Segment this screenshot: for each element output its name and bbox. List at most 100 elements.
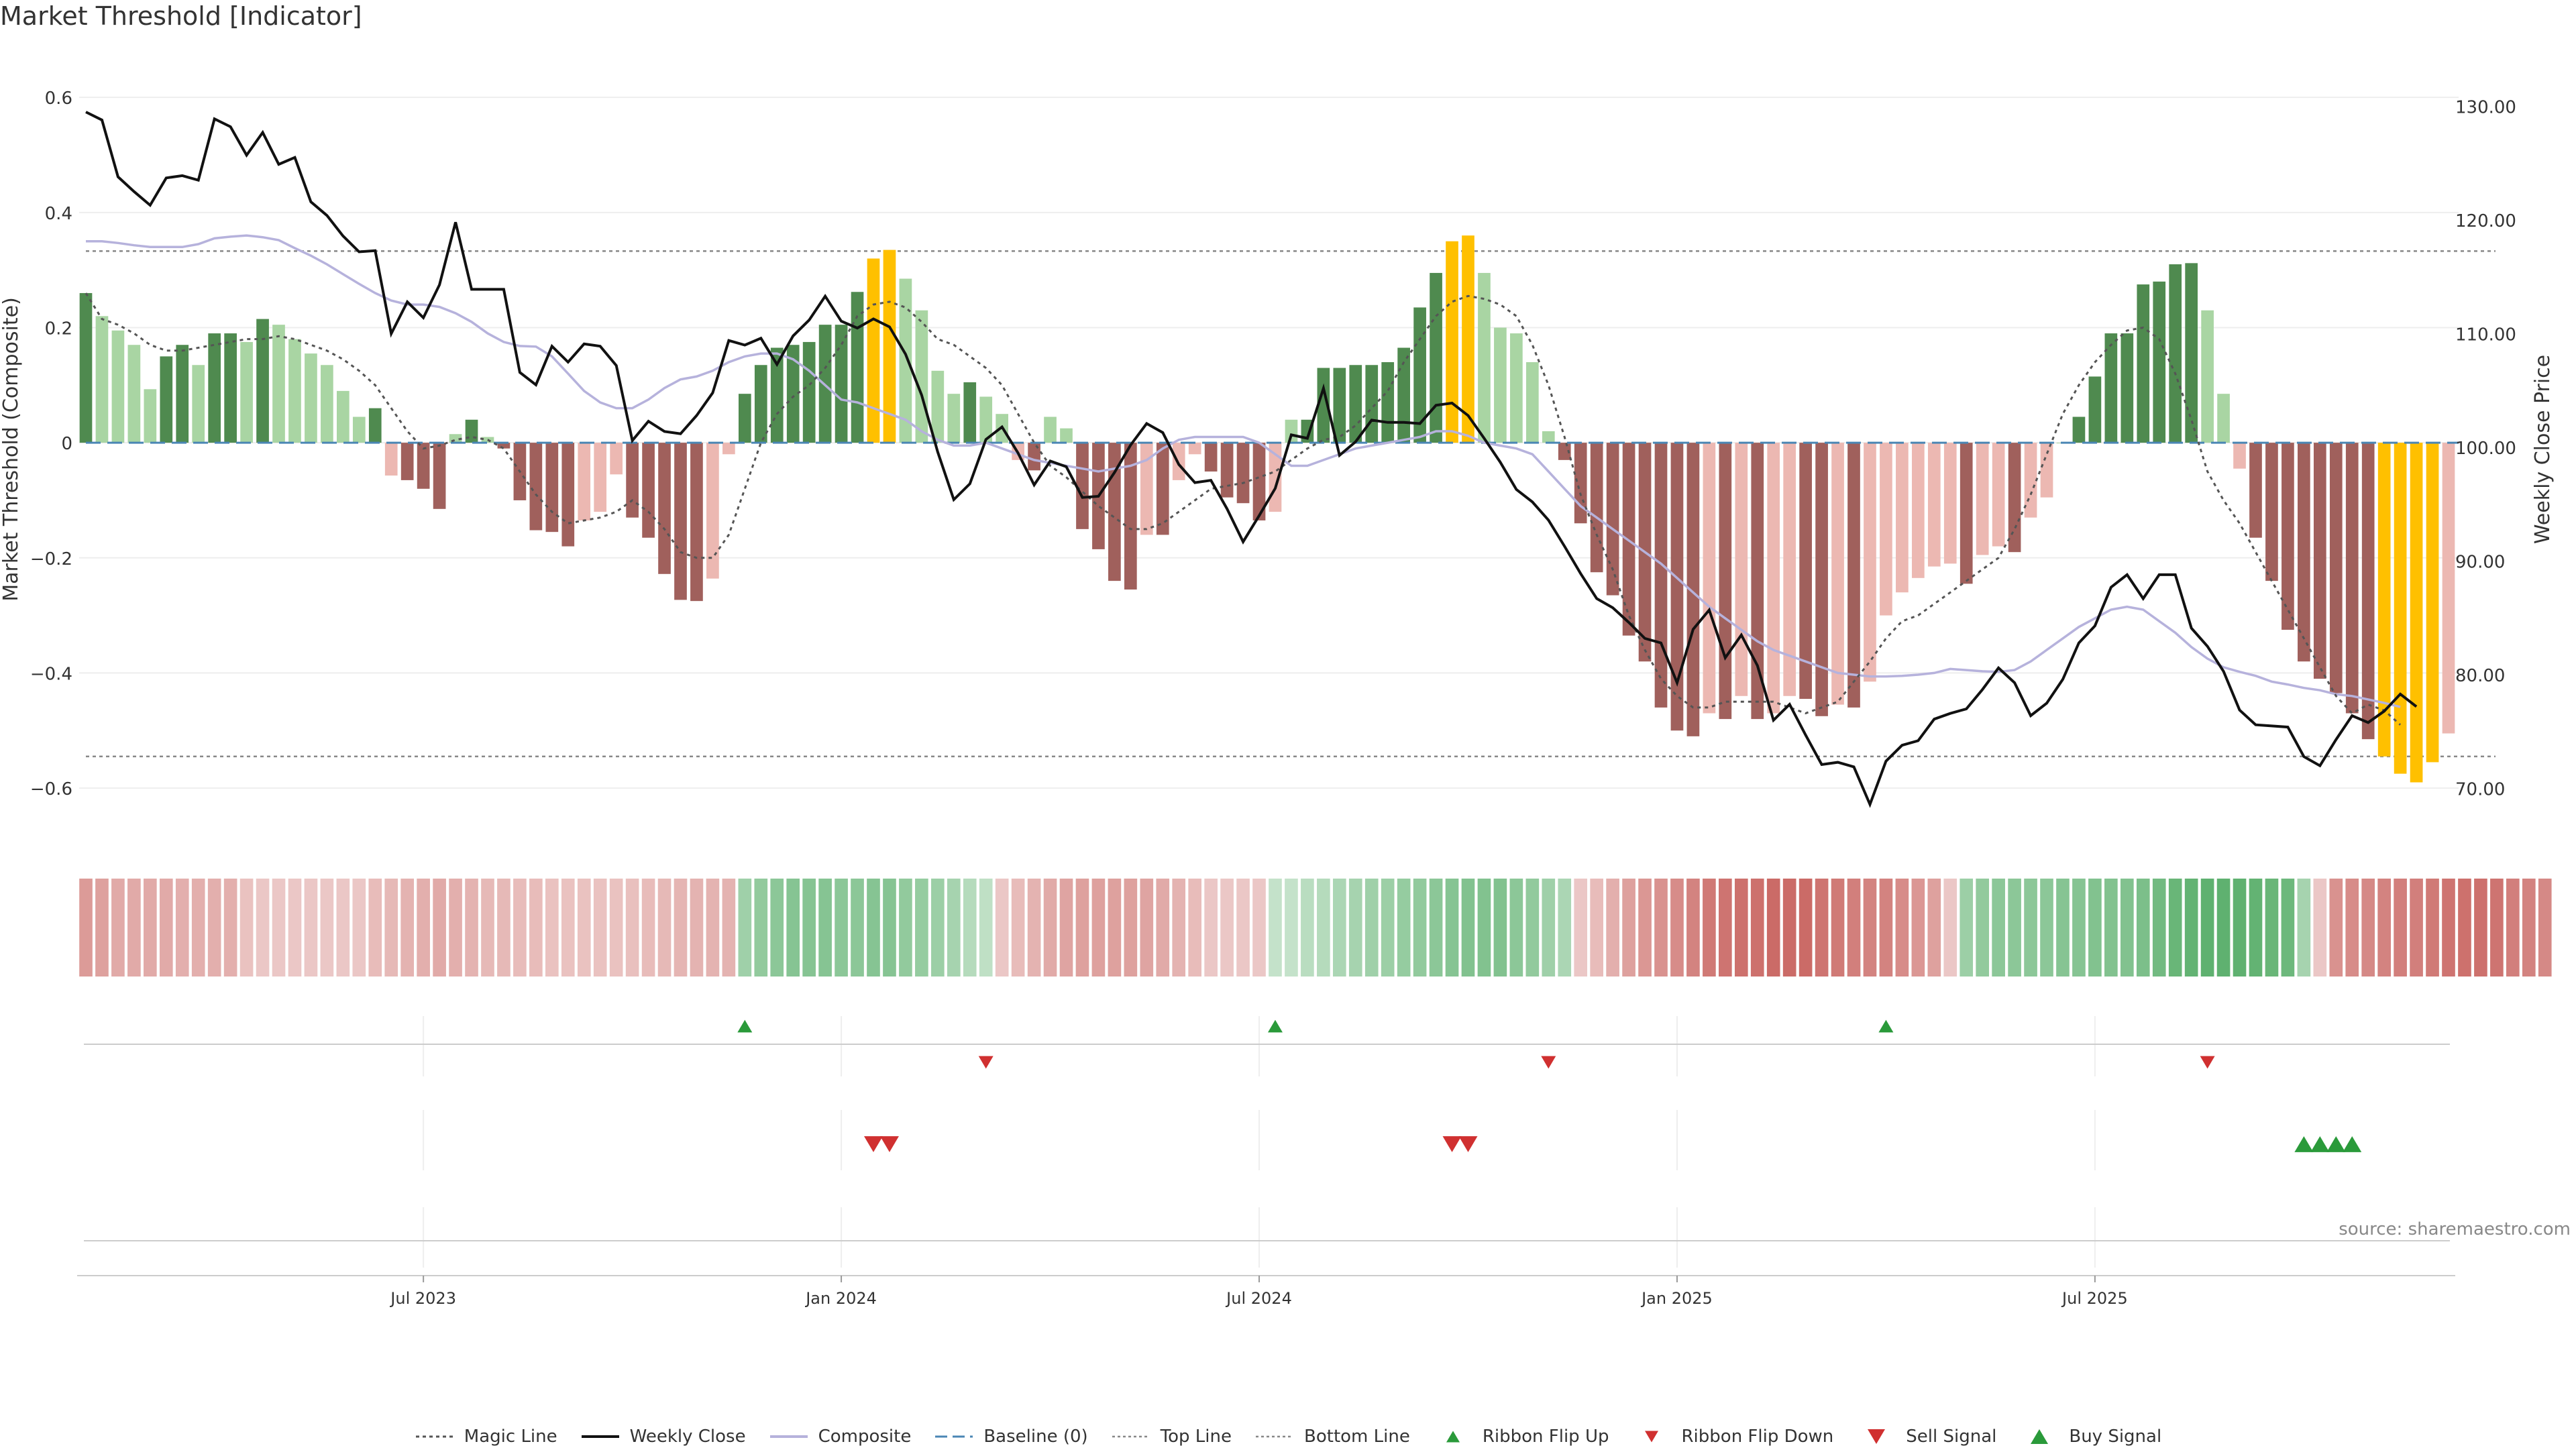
ribbon-cell [2184, 879, 2198, 977]
ribbon-cell [352, 879, 366, 977]
ribbon-cell [2538, 879, 2552, 977]
composite-legend-swatch [769, 1435, 808, 1438]
magic-legend-swatch [415, 1435, 453, 1438]
ribbon-cell [1509, 879, 1523, 977]
x-tick-label: Jul 2024 [1225, 1289, 1292, 1308]
legend-label: Ribbon Flip Up [1482, 1427, 1609, 1447]
ribbon-cell [1960, 879, 1974, 977]
composite-bar [2217, 394, 2230, 443]
ribbon-flip-down-marker [1541, 1056, 1556, 1069]
buy-signal-marker [2294, 1136, 2314, 1152]
ribbon-cell [272, 879, 286, 977]
ribbon-cell [1992, 879, 2005, 977]
ribbon-cell [1204, 879, 1218, 977]
ribbon-cell [1332, 879, 1346, 977]
ribbon-cell [2394, 879, 2407, 977]
ribbon-cell [1654, 879, 1668, 977]
composite-bar [1783, 443, 1796, 696]
ribbon-cell [1075, 879, 1089, 977]
ribbon-cell [1799, 879, 1813, 977]
buy-legend-swatch [2031, 1429, 2049, 1445]
legend-item-composite: Composite [769, 1427, 911, 1447]
composite-bar [1703, 443, 1716, 714]
composite-bar [1912, 443, 1925, 578]
ribbon-cell [641, 879, 655, 977]
ribbon-cell [1140, 879, 1154, 977]
ribbon-cell [931, 879, 945, 977]
composite-bar [2394, 443, 2407, 774]
ribbon-cell [2152, 879, 2166, 977]
composite-bar [1880, 443, 1892, 616]
ribbon-cell [1703, 879, 1716, 977]
legend-label: Buy Signal [2069, 1427, 2162, 1447]
ribbon-cell [2216, 879, 2231, 977]
composite-bar [2329, 443, 2343, 693]
ribbon-cell [2490, 879, 2504, 977]
ribbon-cell [1429, 879, 1443, 977]
ribbon-cell [95, 879, 109, 977]
ribbon-cell [2522, 879, 2536, 977]
ribbon-cell [1413, 879, 1427, 977]
composite-bar [256, 319, 269, 443]
ribbon-cell [2168, 879, 2182, 977]
composite-bar [2249, 443, 2262, 538]
legend-item-flip_down: Ribbon Flip Down [1631, 1427, 1833, 1447]
composite-bar [1751, 443, 1764, 720]
ribbon-cell [1220, 879, 1234, 977]
y-axis-label: Market Threshold (Composite) [0, 297, 23, 602]
ribbon-cell [2377, 879, 2391, 977]
ribbon-cell [2088, 879, 2102, 977]
composite-bar [2410, 443, 2423, 783]
composite-bar [2088, 376, 2102, 443]
composite-bar [1510, 333, 1523, 443]
ribbon-cell [400, 879, 415, 977]
composite-bar [1992, 443, 2005, 547]
composite-bar [1204, 443, 1218, 472]
ribbon-cell [577, 879, 591, 977]
ribbon-cell [1815, 879, 1829, 977]
composite-bar [1076, 443, 1089, 529]
composite-bar [127, 345, 141, 443]
composite-bar [578, 443, 591, 520]
ribbon-cell [320, 879, 334, 977]
legend-label: Ribbon Flip Down [1681, 1427, 1834, 1447]
ribbon-cell [2281, 879, 2295, 977]
ribbon-cell [1911, 879, 1925, 977]
composite-bar [1140, 443, 1153, 535]
ribbon-cell [2024, 879, 2037, 977]
composite-bar [867, 258, 880, 443]
legend-label: Sell Signal [1906, 1427, 1997, 1447]
y2-tick-label: 90.00 [2455, 553, 2505, 573]
ribbon-cell [1317, 879, 1330, 977]
composite-bar [160, 356, 173, 443]
composite-bar [851, 292, 864, 443]
composite-bar [95, 316, 109, 443]
composite-bar [1333, 368, 1346, 443]
ribbon-cell [738, 879, 752, 977]
composite-bar [2024, 443, 2037, 518]
ribbon-flip-down-marker [2200, 1056, 2215, 1069]
ribbon-cell [1943, 879, 1957, 977]
legend-label: Weekly Close [629, 1427, 746, 1447]
ribbon-cell [417, 879, 430, 977]
axis-labels: 0.6 0.4 0.2 0 −0.2 −0.4 −0.6 130.00 120.00 110.00… [30, 89, 2516, 1308]
legend-item-magic: Magic Line [415, 1427, 557, 1447]
composite-bar [1525, 361, 1539, 443]
ribbon-cell [786, 879, 800, 977]
ribbon-cell [995, 879, 1009, 977]
ribbon-cell [2361, 879, 2375, 977]
composite-bar [1494, 327, 1507, 443]
ribbon-cell [1766, 879, 1780, 977]
y-tick-label: −0.4 [30, 664, 72, 684]
ribbon-cell [593, 879, 607, 977]
composite-bar [2233, 443, 2246, 469]
composite-bar [1670, 443, 1684, 731]
ribbon-cell [1638, 879, 1652, 977]
y2-tick-label: 110.00 [2455, 325, 2516, 345]
y-tick-label: 0.2 [45, 319, 72, 339]
composite-bar [1767, 443, 1780, 714]
ribbon-cell [1269, 879, 1282, 977]
ribbon-cell [835, 879, 848, 977]
y2-tick-label: 80.00 [2455, 666, 2505, 686]
ribbon-cell [2104, 879, 2118, 977]
